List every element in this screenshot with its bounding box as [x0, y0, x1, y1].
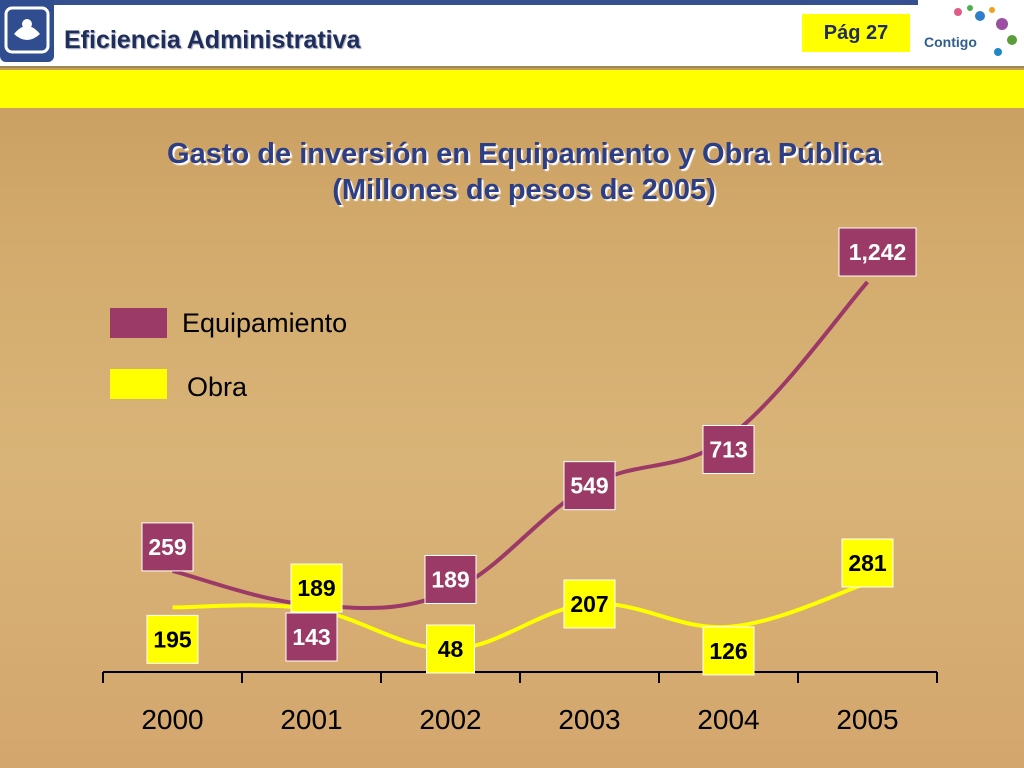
yellow-band: [0, 70, 1024, 108]
legend-swatch-equipamiento: [110, 308, 167, 338]
data-label-obra-box: [841, 538, 894, 588]
data-label-equipamiento-box: [702, 424, 755, 474]
x-tick-label: 2005: [836, 704, 898, 735]
chart-subtitle: (Millones de pesos de 2005): [332, 174, 716, 206]
data-label-equipamiento: 713: [709, 436, 747, 462]
data-label-equipamiento: 189: [431, 566, 469, 592]
institution-logo-icon: [0, 0, 54, 62]
data-label-obra-box: [702, 626, 755, 676]
data-label-obra: 189: [297, 575, 335, 601]
series-line-equipamiento: [172, 280, 869, 611]
data-label-equipamiento-box: [838, 227, 917, 277]
data-label-equipamiento: 259: [148, 534, 186, 560]
data-label-obra: 126: [709, 638, 747, 664]
x-tick-label: 2002: [419, 704, 481, 735]
series-line-obra: [172, 581, 869, 652]
legend-swatch-obra: [110, 369, 167, 399]
data-label-equipamiento: 549: [570, 473, 608, 499]
header-bar: Eficiencia Administrativa Pág 27 Contigo: [0, 0, 1024, 68]
x-tick-label: 2001: [280, 704, 342, 735]
data-label-obra-box: [563, 579, 616, 629]
data-label-equipamiento-box: [141, 522, 194, 572]
data-label-obra: 207: [570, 591, 608, 617]
data-label-obra-box: [290, 563, 343, 613]
data-label-obra: 195: [153, 626, 192, 652]
data-label-equipamiento: 1,242: [849, 239, 907, 265]
data-label-equipamiento-box: [563, 461, 616, 511]
header-title: Eficiencia Administrativa: [64, 26, 361, 54]
data-label-obra: 48: [438, 636, 464, 662]
chart-title-line: Gasto de inversión en Equipamiento y Obr…: [167, 138, 881, 170]
data-label-obra: 281: [848, 550, 887, 576]
page-number-badge: Pág 27: [802, 14, 910, 52]
chart-title: Gasto de inversión en Equipamiento y Obr…: [0, 136, 1024, 208]
legend-label-obra: Obra: [187, 372, 248, 402]
data-label-equipamiento-box: [424, 554, 477, 604]
legend-label-equipamiento: Equipamiento: [182, 308, 348, 338]
x-tick-label: 2000: [141, 704, 203, 735]
data-label-obra-box: [146, 614, 199, 664]
contigo-logo-icon: Contigo: [918, 0, 1024, 64]
data-label-equipamiento-box: [285, 612, 338, 662]
x-tick-label: 2003: [558, 704, 620, 735]
contigo-logo-text: Contigo: [924, 34, 977, 50]
x-tick-label: 2004: [697, 704, 759, 735]
data-label-equipamiento: 143: [292, 624, 330, 650]
data-label-obra-box: [426, 624, 475, 674]
header-top-line: [0, 0, 922, 5]
